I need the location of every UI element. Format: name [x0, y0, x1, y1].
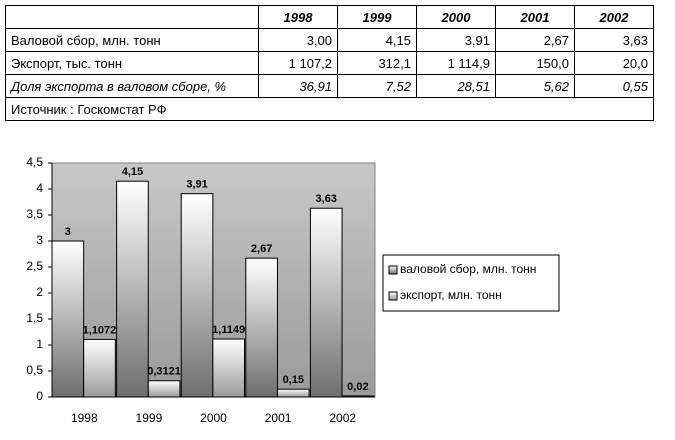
- table-cell: Валовой сбор, млн. тонн: [5, 28, 259, 52]
- bar: [212, 338, 246, 398]
- data-label: 0,15: [283, 374, 304, 386]
- data-label: 3,63: [316, 193, 337, 205]
- x-tick-label: 2001: [265, 411, 292, 425]
- data-label: 2,67: [251, 243, 272, 255]
- table-cell: 312,1: [337, 51, 417, 75]
- table-cell: [5, 5, 259, 29]
- table-cell: 2002: [574, 5, 654, 29]
- table-cell: 3,91: [416, 28, 496, 52]
- data-table: 1998 1999 2000 2001 2002 Валовой сбор, млн. т…: [5, 5, 654, 121]
- bar: [276, 388, 310, 398]
- table-cell: 150,0: [495, 51, 575, 75]
- table-cell: 5,62: [495, 74, 575, 98]
- table-cell: 7,52: [337, 74, 417, 98]
- data-label: 0,02: [347, 381, 368, 393]
- table-cell: 4,15: [337, 28, 417, 52]
- table-row: Доля экспорта в валовом сборе, % 36,91 7,5…: [5, 74, 654, 98]
- chart: 0 0,5 1 1,5 2 2,5 3 3,5 4 4,5 1998 3 1,1072 1999 4,15 0…: [26, 155, 560, 425]
- table-cell: 20,0: [574, 51, 654, 75]
- legend-label: валовой сбор, млн. тонн: [400, 262, 536, 276]
- y-tick-label: 1: [36, 337, 43, 351]
- legend-label: экспорт, млн. тонн: [400, 288, 502, 302]
- bar: [180, 193, 214, 398]
- legend-swatch: [388, 291, 398, 301]
- data-label: 1,1149: [212, 324, 245, 336]
- y-tick-label: 2,5: [26, 259, 43, 273]
- y-tick-label: 4,5: [26, 155, 43, 169]
- y-tick-label: 0: [36, 389, 43, 403]
- y-tick-label: 3,5: [26, 207, 43, 221]
- data-label: 4,15: [122, 166, 143, 178]
- data-label: 0,3121: [147, 366, 181, 378]
- data-label: 3: [65, 226, 71, 238]
- table-cell: 0,55: [574, 74, 654, 98]
- table-row: Валовой сбор, млн. тонн 3,00 4,15 3,91 2,67 3…: [5, 28, 654, 52]
- x-tick-label: 2000: [200, 411, 227, 425]
- y-tick-label: 2: [36, 285, 43, 299]
- table-row: 1998 1999 2000 2001 2002: [5, 5, 654, 29]
- table-cell: Экспорт, тыс. тонн: [5, 51, 259, 75]
- y-tick-label: 0,5: [26, 363, 43, 377]
- table-cell: 1999: [337, 5, 417, 29]
- table-cell: 2,67: [495, 28, 575, 52]
- table-row: Экспорт, тыс. тонн 1 107,2 312,1 1 114,9 150…: [5, 51, 654, 75]
- bar: [51, 240, 85, 398]
- x-tick-label: 2002: [329, 411, 356, 425]
- table-row: Источник : Госкомстат РФ: [5, 97, 654, 121]
- table-cell: 1 107,2: [258, 51, 338, 75]
- bar: [309, 207, 343, 398]
- table-cell: 3,00: [258, 28, 338, 52]
- legend-box: [382, 254, 560, 312]
- data-label: 3,91: [186, 179, 207, 191]
- table-cell: 2001: [495, 5, 575, 29]
- bar: [245, 257, 278, 398]
- table-cell: 2000: [416, 5, 496, 29]
- table-cell: 36,91: [258, 74, 338, 98]
- y-tick-label: 3: [36, 233, 43, 247]
- legend-swatch: [388, 265, 398, 275]
- table-cell: Источник : Госкомстат РФ: [5, 97, 654, 121]
- x-tick-label: 1998: [71, 411, 98, 425]
- table-cell: 28,51: [416, 74, 496, 98]
- y-tick-label: 1,5: [26, 311, 43, 325]
- table-cell: 1 114,9: [416, 51, 496, 75]
- bar: [83, 338, 116, 398]
- bar: [116, 180, 149, 398]
- table-cell: Доля экспорта в валовом сборе, %: [5, 74, 259, 98]
- y-tick-label: 4: [36, 181, 43, 195]
- table-cell: 3,63: [574, 28, 654, 52]
- table-cell: 1998: [258, 5, 338, 29]
- bar: [147, 380, 181, 398]
- data-label: 1,1072: [83, 324, 117, 336]
- x-tick-label: 1999: [136, 411, 163, 425]
